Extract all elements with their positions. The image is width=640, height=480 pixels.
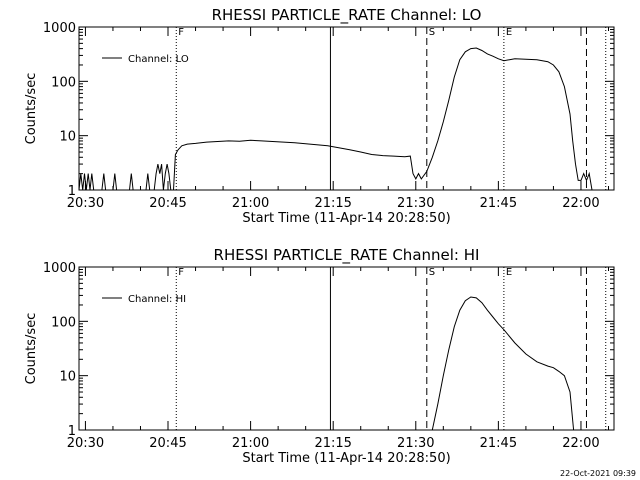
plot-frame	[78, 266, 615, 431]
legend-label: Channel: HI	[128, 294, 186, 305]
y-tick-label: 1	[68, 424, 76, 439]
y-tick-label: 1000	[43, 261, 76, 276]
y-tick-label: 10	[59, 130, 76, 145]
x-tick-label: 21:00	[232, 436, 269, 451]
x-tick-label: 21:30	[397, 196, 434, 211]
x-tick-label: 21:30	[397, 436, 434, 451]
chart-title: RHESSI PARTICLE_RATE Channel: HI	[214, 246, 480, 265]
series-line	[431, 296, 575, 431]
y-tick-label: 100	[51, 75, 76, 90]
x-tick-label: 21:45	[480, 196, 517, 211]
y-tick-label: 10	[59, 370, 76, 385]
x-tick-label: 20:45	[149, 196, 186, 211]
event-marker-label: F	[178, 27, 184, 38]
x-axis-label: Start Time (11-Apr-14 20:28:50)	[242, 451, 450, 466]
chart-title: RHESSI PARTICLE_RATE Channel: LO	[212, 6, 482, 25]
x-tick-label: 21:45	[480, 436, 517, 451]
chart-panel-hi: RHESSI PARTICLE_RATE Channel: HI 1 10 100 10…	[24, 246, 615, 466]
y-tick-label: 100	[51, 315, 76, 330]
x-tick-label: 20:30	[67, 196, 104, 211]
x-axis-label: Start Time (11-Apr-14 20:28:50)	[242, 211, 450, 226]
y-tick-label: 1000	[43, 21, 76, 36]
event-marker-label: S	[429, 267, 435, 278]
x-tick-label: 20:30	[67, 436, 104, 451]
series-line	[78, 47, 593, 191]
x-tick-label: 21:15	[314, 196, 351, 211]
y-axis-label: Counts/sec	[24, 73, 39, 145]
event-marker-label: F	[178, 267, 184, 278]
footer-date-stamp: 22-Oct-2021 09:39	[560, 469, 636, 478]
event-marker-label: E	[506, 27, 512, 38]
legend-label: Channel: LO	[128, 54, 189, 65]
x-tick-label: 22:00	[562, 436, 599, 451]
x-tick-label: 22:00	[562, 196, 599, 211]
plot-frame	[78, 26, 615, 191]
y-tick-label: 1	[68, 184, 76, 199]
y-axis-label: Counts/sec	[24, 313, 39, 385]
x-tick-label: 20:45	[149, 436, 186, 451]
chart-panel-lo: RHESSI PARTICLE_RATE Channel: LO 1 10 100 10…	[24, 6, 615, 226]
x-tick-label: 21:15	[314, 436, 351, 451]
event-marker-label: S	[429, 27, 435, 38]
event-marker-label: E	[506, 267, 512, 278]
x-tick-label: 21:00	[232, 196, 269, 211]
